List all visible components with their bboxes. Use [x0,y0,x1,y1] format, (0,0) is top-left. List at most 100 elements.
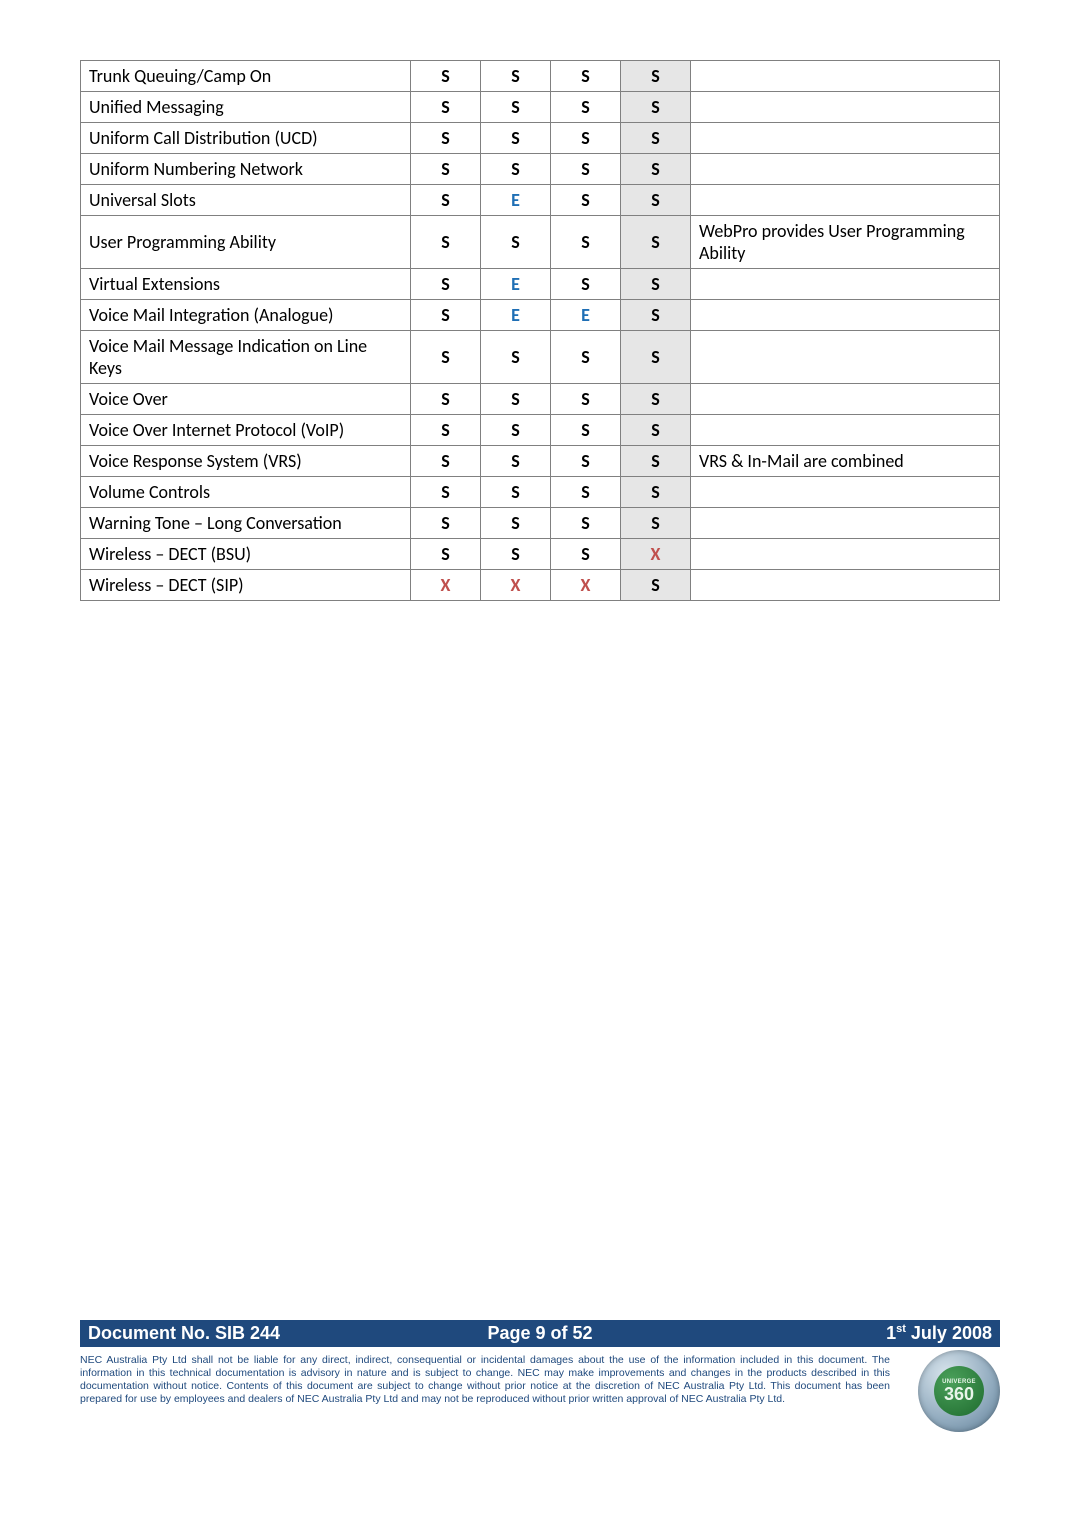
table-row: Universal SlotsSESS [81,185,1000,216]
doc-number: Document No. SIB 244 [88,1323,389,1344]
feature-label: Uniform Call Distribution (UCD) [81,123,411,154]
col2-value: S [481,415,551,446]
page-number: Page 9 of 52 [389,1323,690,1344]
col4-value: S [621,415,691,446]
col4-value: S [621,384,691,415]
feature-label: Uniform Numbering Network [81,154,411,185]
feature-notes [691,331,1000,384]
badge-outer-ring: UNIVERGE 360 [918,1350,1000,1432]
table-row: Voice Response System (VRS)SSSSVRS & In-… [81,446,1000,477]
col3-value: S [551,61,621,92]
table-row: Voice Mail Integration (Analogue)SEES [81,300,1000,331]
feature-notes [691,477,1000,508]
col2-value: E [481,185,551,216]
col4-value: S [621,92,691,123]
col4-value: S [621,331,691,384]
feature-notes [691,300,1000,331]
col3-value: E [551,300,621,331]
col1-value: S [411,269,481,300]
col1-value: S [411,216,481,269]
col3-value: S [551,216,621,269]
col4-value: S [621,216,691,269]
col3-value: S [551,185,621,216]
col2-value: S [481,154,551,185]
col1-value: S [411,154,481,185]
feature-notes: WebPro provides User Programming Ability [691,216,1000,269]
feature-label: Universal Slots [81,185,411,216]
feature-label: Voice Over Internet Protocol (VoIP) [81,415,411,446]
col2-value: S [481,216,551,269]
table-row: Wireless – DECT (SIP)XXXS [81,570,1000,601]
col4-value: S [621,123,691,154]
col1-value: S [411,92,481,123]
feature-label: Wireless – DECT (BSU) [81,539,411,570]
col3-value: S [551,539,621,570]
table-row: Uniform Call Distribution (UCD)SSSS [81,123,1000,154]
table-row: Voice Mail Message Indication on Line Ke… [81,331,1000,384]
col2-value: S [481,539,551,570]
col3-value: S [551,446,621,477]
feature-notes [691,92,1000,123]
col3-value: S [551,269,621,300]
col2-value: S [481,384,551,415]
table-row: Voice Over Internet Protocol (VoIP)SSSS [81,415,1000,446]
col3-value: S [551,477,621,508]
col2-value: X [481,570,551,601]
feature-notes [691,415,1000,446]
col1-value: S [411,384,481,415]
col2-value: S [481,446,551,477]
feature-label: Voice Over [81,384,411,415]
feature-label: Voice Response System (VRS) [81,446,411,477]
col4-value: S [621,185,691,216]
col4-value: S [621,269,691,300]
table-row: Warning Tone – Long ConversationSSSS [81,508,1000,539]
feature-label: Trunk Queuing/Camp On [81,61,411,92]
feature-notes [691,185,1000,216]
feature-label: User Programming Ability [81,216,411,269]
table-row: Virtual ExtensionsSESS [81,269,1000,300]
product-badge: UNIVERGE 360 [918,1350,1000,1432]
feature-notes [691,123,1000,154]
table-row: Voice OverSSSS [81,384,1000,415]
table-row: Volume ControlsSSSS [81,477,1000,508]
col4-value: X [621,539,691,570]
table-row: Trunk Queuing/Camp OnSSSS [81,61,1000,92]
col1-value: S [411,539,481,570]
feature-label: Voice Mail Message Indication on Line Ke… [81,331,411,384]
col1-value: S [411,123,481,154]
col3-value: X [551,570,621,601]
col1-value: S [411,446,481,477]
col3-value: S [551,331,621,384]
col3-value: S [551,123,621,154]
feature-notes [691,539,1000,570]
badge-inner-circle: UNIVERGE 360 [934,1366,984,1416]
feature-notes [691,508,1000,539]
col3-value: S [551,384,621,415]
feature-label: Unified Messaging [81,92,411,123]
feature-notes [691,154,1000,185]
feature-notes [691,269,1000,300]
col1-value: S [411,508,481,539]
col4-value: S [621,477,691,508]
col2-value: S [481,331,551,384]
feature-notes [691,384,1000,415]
doc-date: 1st July 2008 [691,1323,992,1344]
table-row: Wireless – DECT (BSU)SSSX [81,539,1000,570]
footer-bar: Document No. SIB 244 Page 9 of 52 1st Ju… [80,1320,1000,1347]
col3-value: S [551,415,621,446]
feature-notes: VRS & In-Mail are combined [691,446,1000,477]
col2-value: S [481,508,551,539]
badge-number: 360 [944,1385,974,1403]
col1-value: S [411,61,481,92]
feature-label: Voice Mail Integration (Analogue) [81,300,411,331]
table-row: Unified MessagingSSSS [81,92,1000,123]
col4-value: S [621,446,691,477]
col2-value: S [481,123,551,154]
col4-value: S [621,61,691,92]
col2-value: S [481,92,551,123]
col3-value: S [551,508,621,539]
col4-value: S [621,570,691,601]
col4-value: S [621,508,691,539]
col2-value: S [481,477,551,508]
col4-value: S [621,154,691,185]
